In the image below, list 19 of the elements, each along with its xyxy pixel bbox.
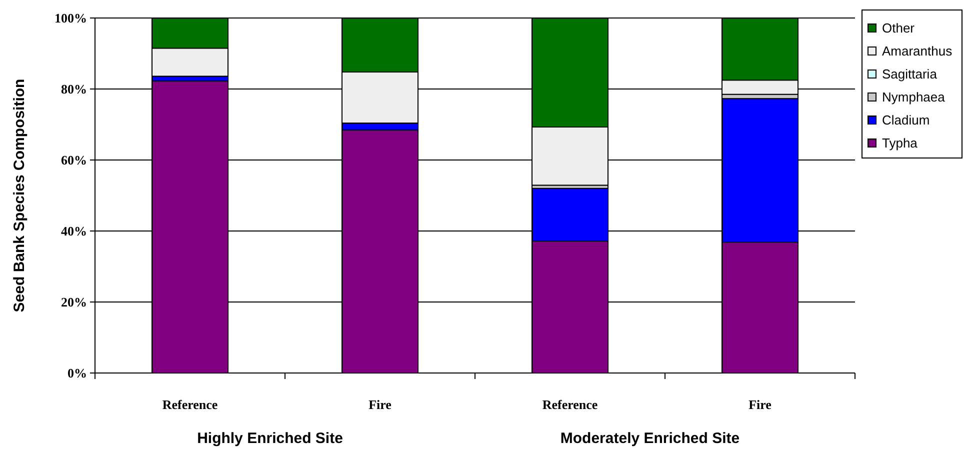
y-tick-label: 100% (54, 10, 87, 26)
y-axis-title: Seed Bank Species Composition (11, 78, 28, 312)
legend-label: Typha (882, 136, 918, 151)
legend-label: Cladium (882, 112, 930, 128)
legend-label: Other (882, 20, 916, 36)
y-tick-label: 40% (61, 224, 87, 239)
x-tick-label: Fire (368, 397, 392, 412)
x-tick-label: Reference (162, 397, 218, 412)
y-tick-label: 80% (61, 82, 87, 97)
y-tick-label: 20% (61, 294, 87, 310)
y-tick-label: 60% (61, 152, 87, 168)
y-tick-label: 0% (68, 366, 87, 381)
x-tick-label: Reference (542, 397, 598, 412)
x-tick-label: Fire (748, 397, 772, 412)
text: Moderately Enriched Site (560, 430, 740, 447)
legend-label: Sagittaria (882, 66, 938, 82)
legend-label: Amaranthus (882, 44, 953, 59)
legend-label: Nymphaea (882, 90, 946, 105)
text: Highly Enriched Site (197, 430, 343, 447)
